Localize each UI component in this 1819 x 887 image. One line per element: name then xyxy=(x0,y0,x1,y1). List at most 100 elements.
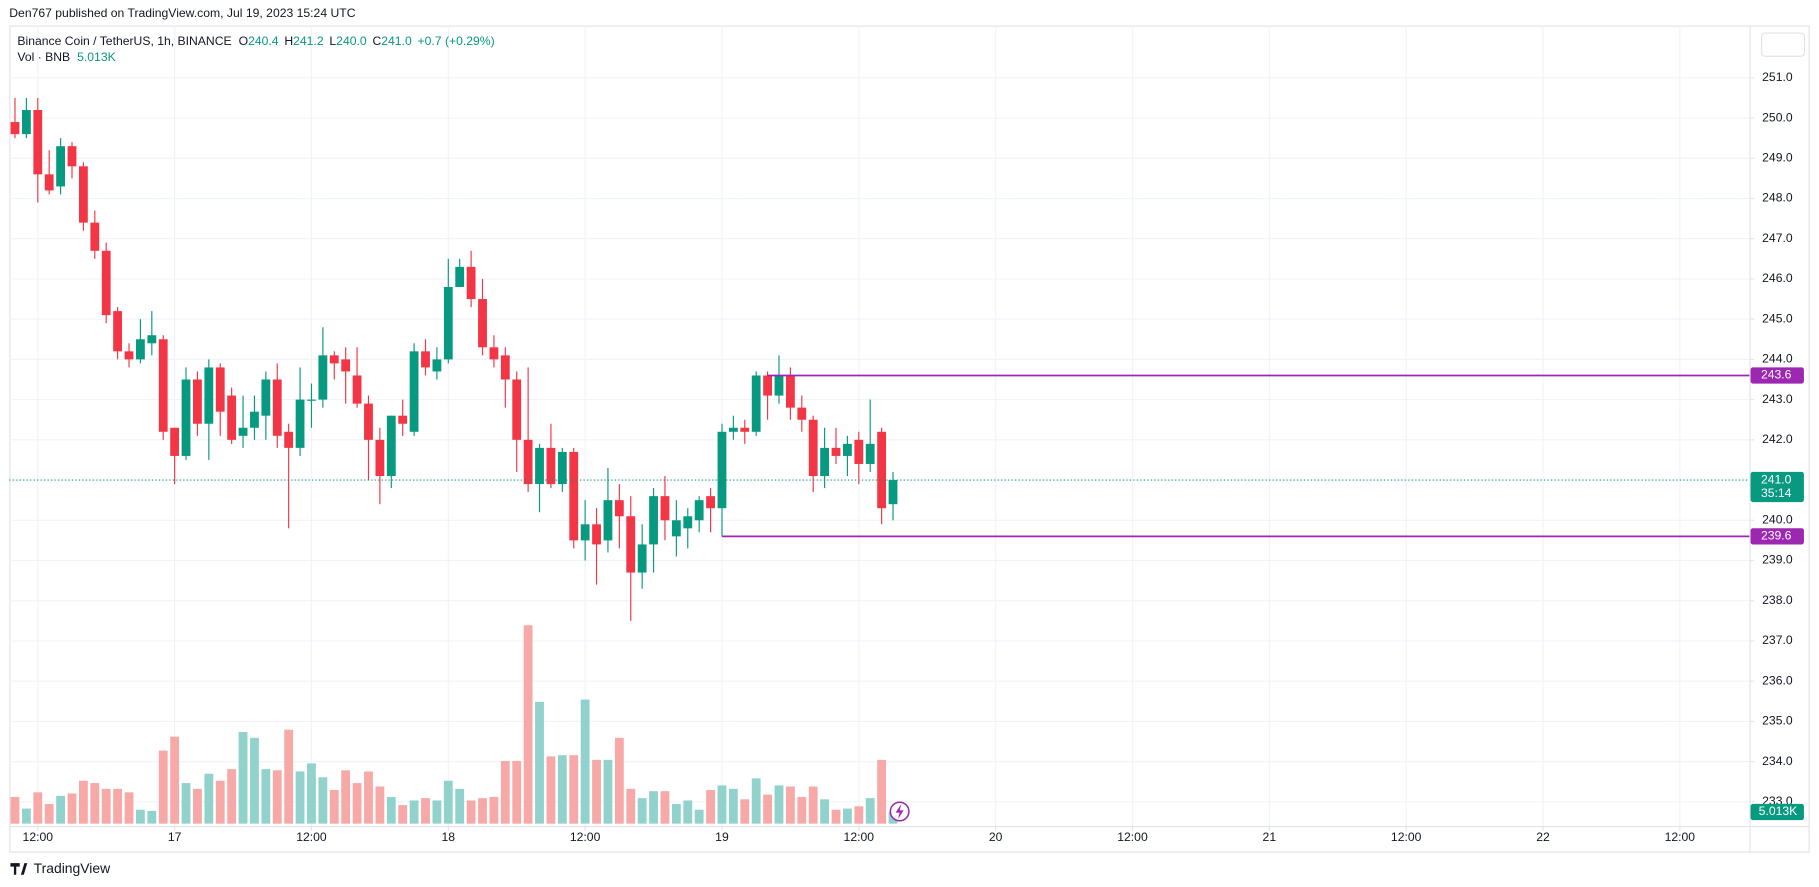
x-tick-label: 22 xyxy=(1536,830,1550,844)
volume-bar xyxy=(204,773,214,824)
volume-bar xyxy=(500,761,510,824)
candle-body xyxy=(443,286,453,360)
volume-bar xyxy=(797,796,807,824)
candle-body xyxy=(797,407,807,420)
y-tick-label: 239.0 xyxy=(1762,553,1793,567)
volume-bar xyxy=(170,736,180,824)
level-box xyxy=(1750,367,1804,384)
volume-bar xyxy=(341,770,351,824)
candle-body xyxy=(649,496,658,545)
legend-ohlc-label: C xyxy=(372,34,381,48)
volume-bar xyxy=(78,780,88,824)
y-tick-label: 248.0 xyxy=(1762,191,1793,205)
y-tick-label: 240.0 xyxy=(1762,512,1793,526)
volume-bar xyxy=(455,788,465,824)
volume-bar xyxy=(614,737,624,824)
legend-change: +0.7 (+0.29%) xyxy=(418,34,495,48)
x-tick-label: 18 xyxy=(442,830,456,844)
volume-bar xyxy=(329,790,339,824)
volume-bar xyxy=(352,783,362,824)
candle-body xyxy=(706,496,715,509)
volume-bar xyxy=(569,755,579,824)
candle-body xyxy=(250,411,259,428)
volume-bar xyxy=(238,732,248,824)
candle-body xyxy=(557,451,567,485)
volume-bar xyxy=(250,737,259,824)
candle-body xyxy=(512,379,522,440)
volume-bar xyxy=(580,699,590,824)
candle-body xyxy=(261,379,271,416)
candle-body xyxy=(808,419,818,477)
x-tick-label: 21 xyxy=(1263,830,1277,844)
candle-body xyxy=(500,355,510,380)
volume-bar xyxy=(843,808,852,824)
volume-bar xyxy=(683,800,693,824)
lightning xyxy=(895,803,904,820)
footer-logo xyxy=(10,863,28,875)
y-tick-label: 244.0 xyxy=(1762,352,1793,366)
legend-symbol: Binance Coin / TetherUS, 1h, BINANCE xyxy=(17,34,231,48)
x-tick-label: 12:00 xyxy=(844,830,875,844)
candle-body xyxy=(10,122,20,135)
candle-body xyxy=(375,439,385,477)
candle-body xyxy=(307,399,316,401)
volume-bar xyxy=(546,756,556,824)
level-box xyxy=(1750,528,1804,545)
candle-body xyxy=(660,496,670,521)
candle-body xyxy=(398,415,408,424)
candle-body xyxy=(843,443,852,456)
volume-bar xyxy=(671,803,681,824)
candle-body xyxy=(785,375,795,408)
volume-bar xyxy=(398,805,408,824)
volume-bar xyxy=(261,769,271,824)
candle-body xyxy=(272,379,282,436)
candle-body xyxy=(854,439,864,464)
candle-body xyxy=(592,524,601,545)
candle-body xyxy=(227,395,237,440)
settings-button[interactable] xyxy=(1760,32,1806,57)
candle-body xyxy=(364,403,373,440)
volume-bar xyxy=(272,770,282,824)
volume-bar xyxy=(592,759,601,824)
candle-body xyxy=(21,109,31,135)
volume-bar xyxy=(56,795,66,824)
candle-body xyxy=(158,339,168,432)
candle-body xyxy=(113,311,123,352)
volume-bar xyxy=(181,783,191,824)
candle-body xyxy=(614,500,624,517)
volume-bar xyxy=(386,796,396,824)
candle-body xyxy=(763,375,772,396)
y-tick-label: 238.0 xyxy=(1762,593,1793,607)
candle-body xyxy=(386,415,396,477)
volume-bar xyxy=(694,809,704,824)
volume-bar xyxy=(136,809,145,824)
candle-body xyxy=(774,375,784,396)
volume-bar xyxy=(124,792,134,824)
candle-body xyxy=(580,524,590,541)
legend-ohlc-label: H xyxy=(284,34,293,48)
x-tick-label: 12:00 xyxy=(23,830,54,844)
x-tick-label: 20 xyxy=(989,830,1003,844)
volume-bar xyxy=(466,800,476,824)
volume-bar xyxy=(33,792,43,824)
level-label: 243.6 xyxy=(1761,368,1792,382)
candle-body xyxy=(170,427,180,456)
candle-body xyxy=(694,500,704,521)
volume-legend: Vol · BNB 5.013K xyxy=(17,50,115,64)
y-tick-label: 251.0 xyxy=(1762,70,1793,84)
volume-bar xyxy=(706,790,715,824)
candle-body xyxy=(865,443,875,464)
volume-bar xyxy=(831,809,841,824)
candle-body xyxy=(751,375,761,432)
volume-bar xyxy=(626,788,636,824)
footer-brand: TradingView xyxy=(34,860,111,876)
volume-bar xyxy=(375,786,385,824)
volume-bar xyxy=(193,788,202,824)
candle-body xyxy=(546,447,556,485)
candle-body xyxy=(329,355,339,364)
y-tick-label: 236.0 xyxy=(1762,673,1793,687)
candle-body xyxy=(728,427,738,432)
candle-body xyxy=(603,500,613,541)
